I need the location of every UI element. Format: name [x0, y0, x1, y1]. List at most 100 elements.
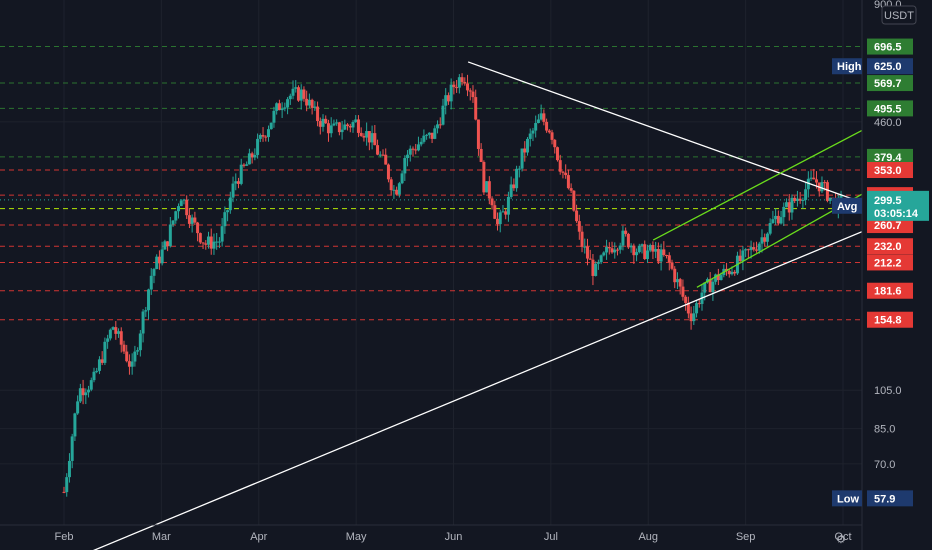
- price-tag-label: 379.4: [874, 152, 902, 164]
- time-axis: Feb Mar Apr May Jun Jul Aug Sep Oct⚙: [55, 531, 852, 546]
- candle-body: [651, 245, 655, 252]
- candle-body: [626, 233, 630, 248]
- candle-body: [106, 338, 110, 342]
- candle-body: [406, 154, 410, 159]
- candle-body: [166, 241, 170, 247]
- candle-body: [727, 270, 731, 275]
- candle-body: [223, 212, 227, 227]
- high-label-bg: [832, 58, 862, 75]
- candle-body: [425, 134, 429, 136]
- candle-body: [637, 245, 641, 253]
- candle-body: [607, 246, 611, 249]
- candle-body: [618, 245, 622, 250]
- y-tick-label: 105.0: [874, 385, 902, 397]
- low-value: 57.9: [874, 493, 895, 505]
- settings-gear-icon[interactable]: ⚙: [836, 534, 846, 546]
- candle-body: [588, 258, 592, 260]
- x-tick-label: Jul: [544, 531, 558, 543]
- candle-body: [517, 168, 521, 170]
- candle-body: [714, 274, 718, 282]
- candle-body: [138, 333, 142, 351]
- avg-label-bg: [832, 197, 862, 214]
- price-tag: [867, 161, 913, 178]
- candle-body: [228, 197, 232, 211]
- candle-body: [73, 413, 77, 437]
- x-tick-label: Feb: [55, 531, 74, 543]
- candle-body: [316, 106, 320, 122]
- candle-body: [307, 99, 311, 106]
- candle-body: [367, 131, 371, 143]
- price-tags: 696.5569.7495.5379.4353.0307.4285.3260.7…: [832, 38, 929, 507]
- high-value-bg: [867, 58, 913, 75]
- candle-body: [386, 164, 390, 180]
- candle-body: [678, 279, 682, 287]
- x-tick-label: Sep: [736, 531, 756, 543]
- candle-body: [261, 135, 265, 137]
- candle-body: [365, 131, 369, 138]
- candle-body: [111, 327, 115, 330]
- price-tag-label: 569.7: [874, 78, 902, 90]
- candle-body: [231, 183, 235, 198]
- candle-body: [217, 241, 221, 243]
- candle-body: [381, 154, 385, 156]
- price-tag-label: 212.2: [874, 257, 902, 269]
- candle-body: [487, 181, 491, 199]
- price-tag: [867, 282, 913, 299]
- candle-body: [362, 135, 366, 138]
- currency-label: USDT: [884, 10, 914, 22]
- candle-body: [667, 255, 671, 263]
- level-lines: [0, 46, 862, 321]
- candle-body: [275, 103, 279, 111]
- price-tag: [867, 75, 913, 92]
- candle-body: [815, 179, 819, 183]
- candle-body: [695, 303, 699, 314]
- candle-body: [256, 138, 260, 155]
- candle-body: [504, 211, 508, 215]
- candle-body: [561, 171, 565, 173]
- candle-body: [389, 179, 393, 191]
- candle-body: [253, 154, 257, 158]
- candle-body: [455, 87, 459, 89]
- candle-body: [326, 123, 330, 134]
- candle-body: [130, 361, 134, 367]
- candle-body: [596, 262, 600, 264]
- candle-body: [476, 119, 480, 149]
- candle-body: [545, 121, 549, 131]
- candle-body: [332, 123, 336, 126]
- candle-body: [804, 189, 808, 200]
- candle-body: [103, 341, 107, 363]
- candle-body: [577, 221, 581, 232]
- candle-body: [490, 198, 494, 206]
- candle-body: [681, 286, 685, 297]
- candle-body: [87, 389, 91, 393]
- candle-body: [572, 190, 576, 211]
- candle-body: [127, 361, 131, 367]
- candle-body: [744, 249, 748, 251]
- candle-body: [471, 91, 475, 98]
- candle-body: [343, 124, 347, 130]
- candle-body: [534, 123, 538, 131]
- candle-body: [84, 392, 88, 396]
- candle-body: [547, 130, 551, 133]
- candle-body: [640, 244, 644, 246]
- candle-body: [825, 182, 829, 201]
- candle-body: [550, 132, 554, 140]
- candle-body: [648, 245, 652, 251]
- candle-body: [542, 113, 546, 122]
- candle-body: [520, 148, 524, 169]
- price-tag: [867, 238, 913, 255]
- candle-body: [70, 436, 74, 461]
- candle-body: [335, 122, 339, 124]
- candle-body: [400, 173, 404, 184]
- candle-body: [359, 132, 363, 136]
- high-label: High: [837, 61, 862, 73]
- candle-body: [665, 254, 669, 256]
- candle-body: [378, 154, 382, 156]
- candle-body: [645, 250, 649, 259]
- candle-body: [686, 302, 690, 314]
- candle-body: [321, 118, 325, 127]
- candle-body: [785, 202, 789, 207]
- candle-body: [632, 245, 636, 256]
- candle-body: [294, 87, 298, 89]
